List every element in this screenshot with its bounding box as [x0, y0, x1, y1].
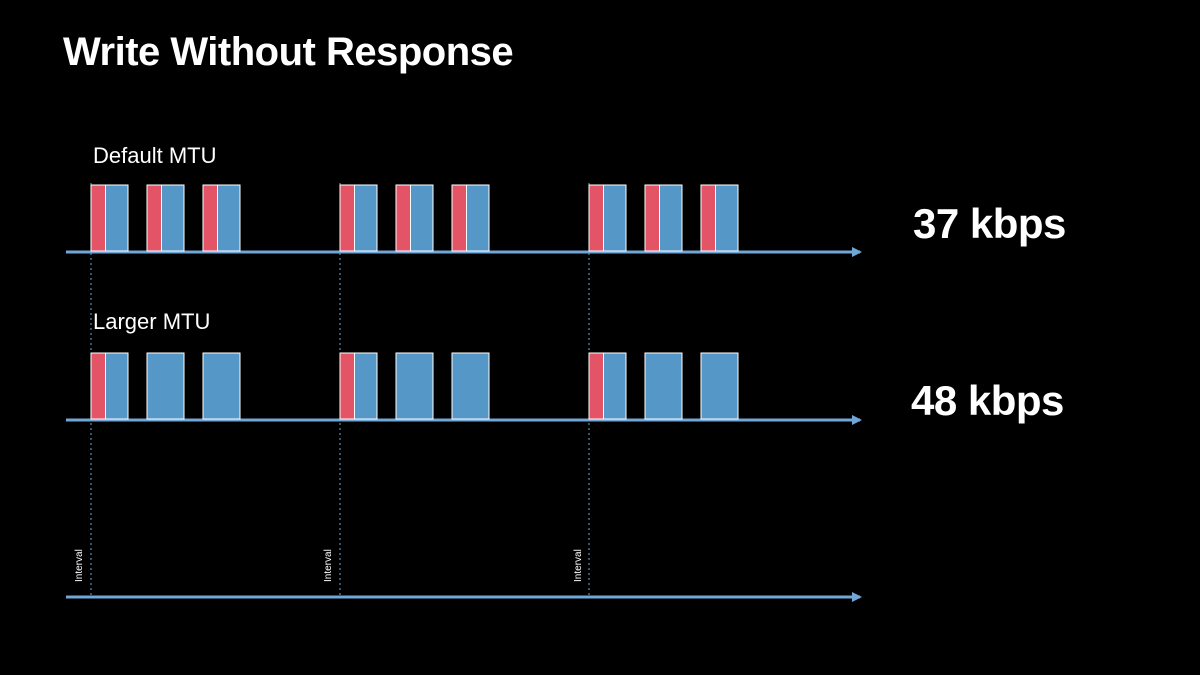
packet-header	[396, 185, 411, 251]
packet-body	[146, 352, 185, 420]
timeline-axes	[66, 247, 862, 602]
packet-body	[451, 352, 490, 420]
packet-r1-i1-p3	[202, 184, 241, 252]
packet-header	[645, 185, 660, 251]
packet-r2-i1-p3	[202, 352, 241, 420]
packet-body	[644, 352, 683, 420]
packet-header	[203, 185, 218, 251]
packet-header	[147, 185, 162, 251]
packet-r1-i1-p2	[146, 184, 185, 252]
larger-mtu-rate: 48 kbps	[911, 377, 1064, 424]
packet-r1-i1-p1	[90, 184, 129, 252]
packet-r1-i2-p1	[339, 184, 378, 252]
default-mtu-rate: 37 kbps	[913, 200, 1066, 247]
packet-r2-i3-p1	[588, 352, 627, 420]
packet-r2-i2-p1	[339, 352, 378, 420]
packet-r1-i3-p1	[588, 184, 627, 252]
packet-r2-i1-p2	[146, 352, 185, 420]
packet-header	[452, 185, 467, 251]
packet-r1-i2-p3	[451, 184, 490, 252]
packet-r2-i2-p3	[451, 352, 490, 420]
slide-title: Write Without Response	[63, 30, 514, 74]
packet-r2-i2-p2	[395, 352, 434, 420]
packet-header	[340, 353, 355, 419]
packet-r2-i3-p2	[644, 352, 683, 420]
packet-header	[340, 185, 355, 251]
packet-r1-i3-p3	[700, 184, 739, 252]
default-mtu-label: Default MTU	[93, 143, 217, 168]
packet-r1-i3-p2	[644, 184, 683, 252]
packet-r1-i2-p2	[395, 184, 434, 252]
packet-header	[589, 185, 604, 251]
packet-r2-i3-p3	[700, 352, 739, 420]
packet-header	[701, 185, 716, 251]
packet-header	[91, 185, 106, 251]
larger-mtu-label: Larger MTU	[93, 309, 211, 334]
packet-header	[91, 353, 106, 419]
packet-r2-i1-p1	[90, 352, 129, 420]
packet-body	[395, 352, 434, 420]
packet-body	[700, 352, 739, 420]
packet-header	[589, 353, 604, 419]
packet-body	[202, 352, 241, 420]
packet-groups	[90, 184, 739, 420]
